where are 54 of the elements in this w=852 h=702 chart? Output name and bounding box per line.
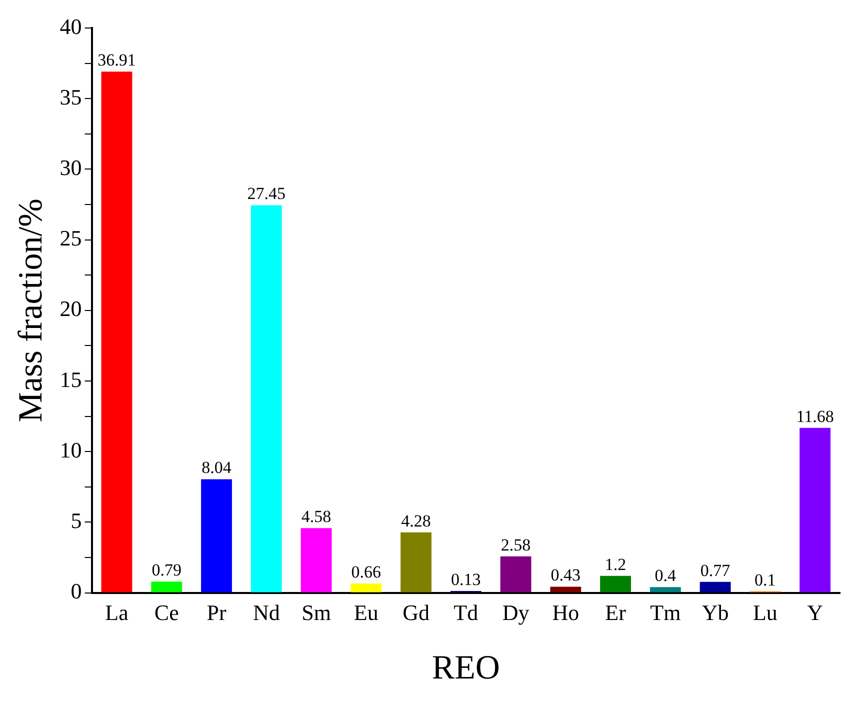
bar [600, 576, 632, 592]
bar [250, 205, 282, 592]
bar [300, 528, 332, 592]
data-label: 0.1 [754, 570, 776, 590]
y-tick-label: 25 [60, 226, 82, 251]
y-tick-label: 15 [60, 366, 82, 392]
data-label: 0.77 [700, 560, 731, 580]
y-tick-label: 5 [70, 508, 82, 533]
data-label: 0.66 [351, 562, 382, 582]
data-label: 0.79 [152, 560, 182, 580]
bar [800, 428, 831, 592]
x-tick-label: Eu [354, 600, 378, 625]
x-tick-label: Er [605, 600, 627, 625]
bar [101, 72, 132, 592]
x-tick-label: Ce [154, 600, 179, 625]
bar [650, 587, 681, 592]
y-tick-label: 10 [60, 437, 82, 462]
x-tick-label: Gd [402, 600, 430, 625]
bar [201, 479, 232, 592]
x-tick-label: Tm [650, 600, 681, 625]
data-label: 27.45 [247, 184, 286, 204]
x-tick-label: Nd [252, 600, 280, 625]
bar [500, 556, 532, 592]
y-axis-title: Mass fraction/% [12, 198, 50, 422]
x-tick-label: Y [807, 600, 824, 625]
bar [151, 582, 182, 592]
data-label: 2.58 [500, 535, 531, 554]
x-tick-label: Sm [302, 600, 331, 625]
x-tick-label: Lu [752, 600, 778, 625]
bar [550, 586, 582, 592]
data-label: 4.28 [401, 511, 431, 530]
data-label: 36.91 [98, 50, 136, 70]
y-tick-label: 0 [70, 578, 82, 604]
x-tick-label: Yb [702, 600, 729, 625]
data-label: 8.04 [202, 458, 232, 478]
x-tick-label: Ho [552, 600, 580, 625]
y-tick-label: 35 [60, 84, 82, 110]
x-tick-label: Dy [502, 600, 530, 625]
data-label: 4.58 [301, 507, 332, 526]
data-label: 0.43 [550, 566, 581, 585]
data-label: 0.4 [654, 566, 677, 586]
bar [700, 582, 731, 592]
x-tick-label: Pr [206, 600, 227, 625]
y-tick-label: 30 [60, 154, 82, 180]
data-label: 1.2 [604, 554, 626, 574]
data-label: 11.68 [796, 406, 834, 426]
x-tick-label: Td [454, 600, 478, 625]
data-label: 0.13 [451, 570, 481, 589]
y-tick-label: 40 [60, 14, 82, 39]
bar [350, 583, 382, 592]
x-tick-label: La [105, 600, 129, 625]
y-tick-label: 20 [60, 296, 82, 322]
x-axis-title: REO [432, 650, 500, 687]
bar [400, 532, 432, 592]
